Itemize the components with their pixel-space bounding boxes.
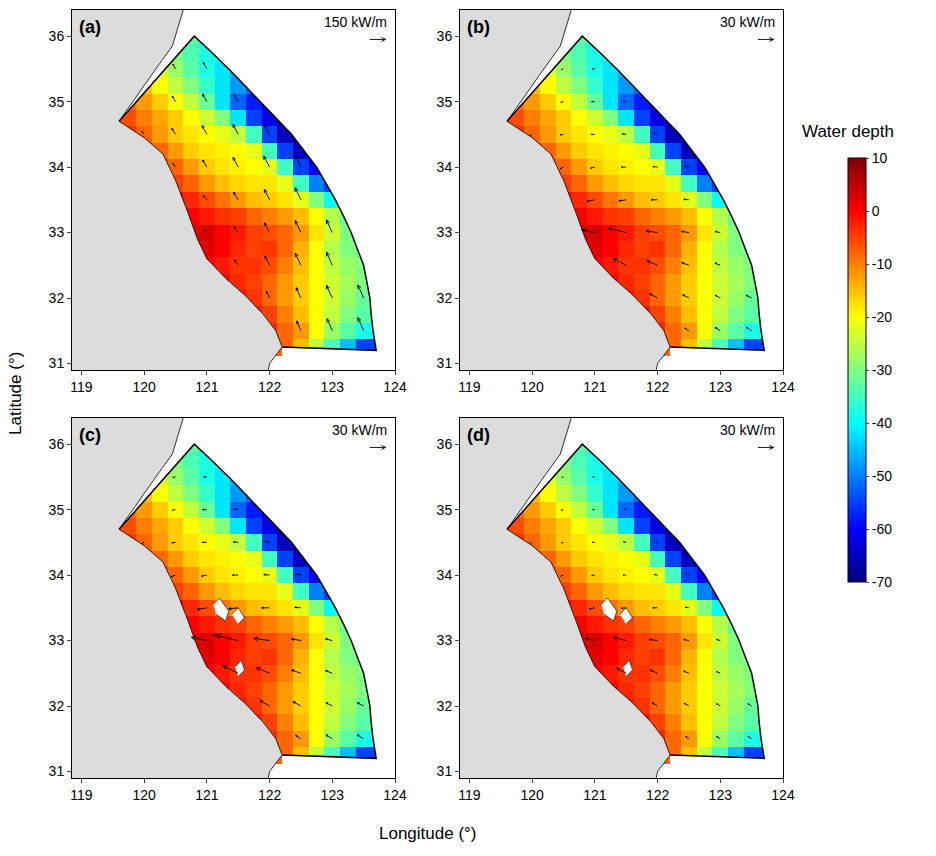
svg-text:(a): (a) bbox=[79, 17, 101, 37]
svg-text:30 kW/m: 30 kW/m bbox=[332, 422, 387, 438]
svg-text:33: 33 bbox=[437, 224, 453, 240]
svg-text:32: 32 bbox=[49, 698, 65, 714]
svg-text:-40: -40 bbox=[872, 415, 892, 431]
svg-text:-70: -70 bbox=[872, 574, 892, 590]
svg-text:120: 120 bbox=[520, 787, 544, 803]
svg-text:121: 121 bbox=[583, 379, 607, 395]
svg-text:-60: -60 bbox=[872, 521, 892, 537]
svg-text:120: 120 bbox=[520, 379, 544, 395]
svg-text:30 kW/m: 30 kW/m bbox=[720, 422, 775, 438]
svg-text:123: 123 bbox=[321, 787, 345, 803]
svg-text:124: 124 bbox=[383, 787, 407, 803]
svg-text:31: 31 bbox=[49, 763, 65, 779]
svg-text:33: 33 bbox=[49, 632, 65, 648]
svg-text:122: 122 bbox=[258, 787, 282, 803]
svg-text:34: 34 bbox=[49, 159, 65, 175]
svg-text:124: 124 bbox=[771, 787, 795, 803]
svg-text:34: 34 bbox=[437, 159, 453, 175]
svg-text:Longitude (°): Longitude (°) bbox=[379, 824, 477, 843]
svg-text:Latitude (°): Latitude (°) bbox=[6, 352, 25, 435]
svg-text:10: 10 bbox=[872, 150, 888, 166]
svg-text:31: 31 bbox=[437, 355, 453, 371]
svg-text:119: 119 bbox=[458, 379, 481, 395]
svg-text:(d): (d) bbox=[467, 425, 490, 445]
svg-text:33: 33 bbox=[49, 224, 65, 240]
svg-text:31: 31 bbox=[49, 355, 65, 371]
svg-text:120: 120 bbox=[132, 787, 156, 803]
svg-text:0: 0 bbox=[872, 203, 880, 219]
svg-text:30 kW/m: 30 kW/m bbox=[720, 14, 775, 30]
svg-text:-30: -30 bbox=[872, 362, 892, 378]
svg-text:Water depth: Water depth bbox=[802, 122, 894, 141]
svg-text:36: 36 bbox=[49, 28, 65, 44]
svg-text:-10: -10 bbox=[872, 256, 892, 272]
svg-text:-20: -20 bbox=[872, 309, 892, 325]
svg-text:121: 121 bbox=[195, 379, 219, 395]
svg-text:124: 124 bbox=[771, 379, 795, 395]
svg-text:150 kW/m: 150 kW/m bbox=[324, 14, 387, 30]
svg-text:119: 119 bbox=[70, 379, 93, 395]
svg-text:119: 119 bbox=[70, 787, 93, 803]
svg-text:123: 123 bbox=[321, 379, 345, 395]
svg-text:32: 32 bbox=[437, 290, 453, 306]
svg-text:36: 36 bbox=[49, 436, 65, 452]
svg-text:35: 35 bbox=[49, 502, 65, 518]
svg-text:123: 123 bbox=[709, 379, 733, 395]
svg-text:32: 32 bbox=[49, 290, 65, 306]
svg-text:124: 124 bbox=[383, 379, 407, 395]
svg-text:32: 32 bbox=[437, 698, 453, 714]
svg-text:-50: -50 bbox=[872, 468, 892, 484]
svg-text:(c): (c) bbox=[79, 425, 101, 445]
svg-text:31: 31 bbox=[437, 763, 453, 779]
svg-text:33: 33 bbox=[437, 632, 453, 648]
svg-text:35: 35 bbox=[437, 94, 453, 110]
svg-text:35: 35 bbox=[49, 94, 65, 110]
svg-text:34: 34 bbox=[437, 567, 453, 583]
svg-text:120: 120 bbox=[132, 379, 156, 395]
svg-text:36: 36 bbox=[437, 28, 453, 44]
svg-text:121: 121 bbox=[583, 787, 607, 803]
svg-text:34: 34 bbox=[49, 567, 65, 583]
svg-text:35: 35 bbox=[437, 502, 453, 518]
svg-text:119: 119 bbox=[458, 787, 481, 803]
svg-text:(b): (b) bbox=[467, 17, 490, 37]
svg-text:122: 122 bbox=[646, 379, 670, 395]
svg-text:122: 122 bbox=[646, 787, 670, 803]
svg-text:36: 36 bbox=[437, 436, 453, 452]
svg-text:121: 121 bbox=[195, 787, 219, 803]
svg-text:122: 122 bbox=[258, 379, 282, 395]
svg-text:123: 123 bbox=[709, 787, 733, 803]
